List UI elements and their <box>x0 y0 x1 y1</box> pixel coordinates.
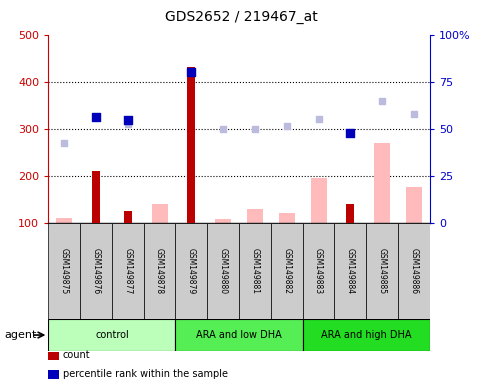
Bar <box>346 204 355 223</box>
Bar <box>175 319 303 351</box>
Text: GSM149881: GSM149881 <box>251 248 259 294</box>
Text: GSM149882: GSM149882 <box>282 248 291 294</box>
Text: GSM149885: GSM149885 <box>378 248 387 294</box>
Text: GSM149884: GSM149884 <box>346 248 355 294</box>
Point <box>315 116 323 122</box>
Bar <box>398 223 430 319</box>
Bar <box>92 171 100 223</box>
Bar <box>247 209 263 223</box>
Bar <box>207 223 239 319</box>
Point <box>346 130 354 136</box>
Point <box>124 121 132 127</box>
Bar <box>303 223 335 319</box>
Text: ARA and high DHA: ARA and high DHA <box>321 330 412 340</box>
Bar <box>48 319 175 351</box>
Text: GSM149879: GSM149879 <box>187 248 196 294</box>
Text: GDS2652 / 219467_at: GDS2652 / 219467_at <box>165 10 318 23</box>
Bar <box>187 68 195 223</box>
Bar <box>124 211 132 223</box>
Bar <box>80 223 112 319</box>
Bar <box>152 204 168 223</box>
Point <box>378 98 386 104</box>
Text: count: count <box>63 350 90 360</box>
Point <box>187 69 195 75</box>
Text: GSM149877: GSM149877 <box>123 248 132 294</box>
Text: GSM149886: GSM149886 <box>410 248 418 294</box>
Bar <box>112 223 144 319</box>
Text: control: control <box>95 330 129 340</box>
Text: GSM149883: GSM149883 <box>314 248 323 294</box>
Point <box>219 126 227 132</box>
Bar <box>374 143 390 223</box>
Text: GSM149876: GSM149876 <box>91 248 100 294</box>
Bar <box>215 219 231 223</box>
Point <box>251 126 259 132</box>
Text: GSM149875: GSM149875 <box>60 248 69 294</box>
Bar <box>144 223 175 319</box>
Point <box>124 117 132 123</box>
Bar <box>48 223 80 319</box>
Text: GSM149880: GSM149880 <box>219 248 227 294</box>
Text: ARA and low DHA: ARA and low DHA <box>196 330 282 340</box>
Point <box>410 111 418 117</box>
Bar <box>366 223 398 319</box>
Bar <box>175 223 207 319</box>
Bar <box>303 319 430 351</box>
Text: percentile rank within the sample: percentile rank within the sample <box>63 369 228 379</box>
Bar <box>271 223 303 319</box>
Bar <box>239 223 271 319</box>
Bar <box>56 218 72 223</box>
Bar <box>279 214 295 223</box>
Bar <box>311 178 327 223</box>
Bar <box>335 223 366 319</box>
Point <box>60 140 68 146</box>
Text: GSM149878: GSM149878 <box>155 248 164 294</box>
Point <box>92 114 100 120</box>
Point <box>283 123 291 129</box>
Text: agent: agent <box>5 330 37 340</box>
Bar <box>406 187 422 223</box>
